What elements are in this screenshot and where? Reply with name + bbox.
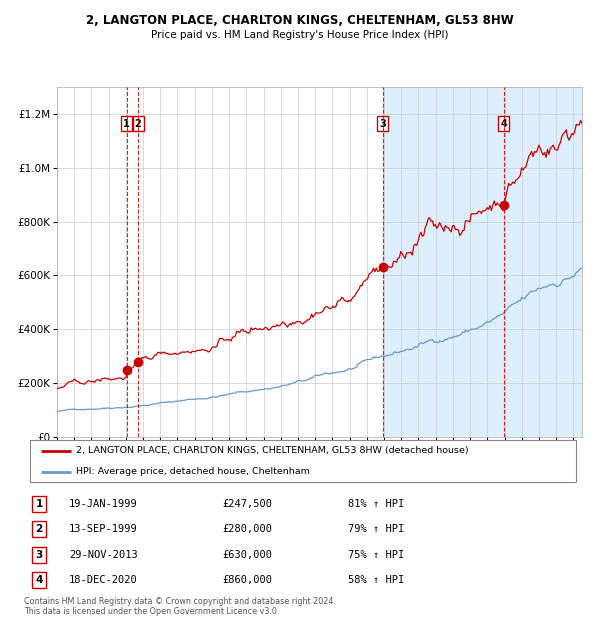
Text: £247,500: £247,500: [222, 498, 272, 509]
Text: HPI: Average price, detached house, Cheltenham: HPI: Average price, detached house, Chel…: [76, 467, 310, 476]
Text: 3: 3: [35, 549, 43, 560]
Text: £860,000: £860,000: [222, 575, 272, 585]
Text: 2: 2: [35, 524, 43, 534]
Text: 79% ↑ HPI: 79% ↑ HPI: [348, 524, 404, 534]
Text: 81% ↑ HPI: 81% ↑ HPI: [348, 498, 404, 509]
Text: This data is licensed under the Open Government Licence v3.0.: This data is licensed under the Open Gov…: [24, 607, 280, 616]
Text: 1: 1: [35, 498, 43, 509]
Text: Price paid vs. HM Land Registry's House Price Index (HPI): Price paid vs. HM Land Registry's House …: [151, 30, 449, 40]
Text: 4: 4: [500, 118, 507, 128]
Text: 3: 3: [379, 118, 386, 128]
Text: 18-DEC-2020: 18-DEC-2020: [69, 575, 138, 585]
Text: 58% ↑ HPI: 58% ↑ HPI: [348, 575, 404, 585]
Text: 13-SEP-1999: 13-SEP-1999: [69, 524, 138, 534]
Text: 2, LANGTON PLACE, CHARLTON KINGS, CHELTENHAM, GL53 8HW: 2, LANGTON PLACE, CHARLTON KINGS, CHELTE…: [86, 14, 514, 27]
Text: 19-JAN-1999: 19-JAN-1999: [69, 498, 138, 509]
Text: 29-NOV-2013: 29-NOV-2013: [69, 549, 138, 560]
Text: 75% ↑ HPI: 75% ↑ HPI: [348, 549, 404, 560]
Text: 1: 1: [124, 118, 130, 128]
Text: 2: 2: [134, 118, 142, 128]
Text: £630,000: £630,000: [222, 549, 272, 560]
FancyBboxPatch shape: [30, 440, 576, 482]
Text: Contains HM Land Registry data © Crown copyright and database right 2024.: Contains HM Land Registry data © Crown c…: [24, 597, 336, 606]
Text: £280,000: £280,000: [222, 524, 272, 534]
Text: 2, LANGTON PLACE, CHARLTON KINGS, CHELTENHAM, GL53 8HW (detached house): 2, LANGTON PLACE, CHARLTON KINGS, CHELTE…: [76, 446, 469, 455]
Text: 4: 4: [35, 575, 43, 585]
Bar: [383, 87, 582, 437]
